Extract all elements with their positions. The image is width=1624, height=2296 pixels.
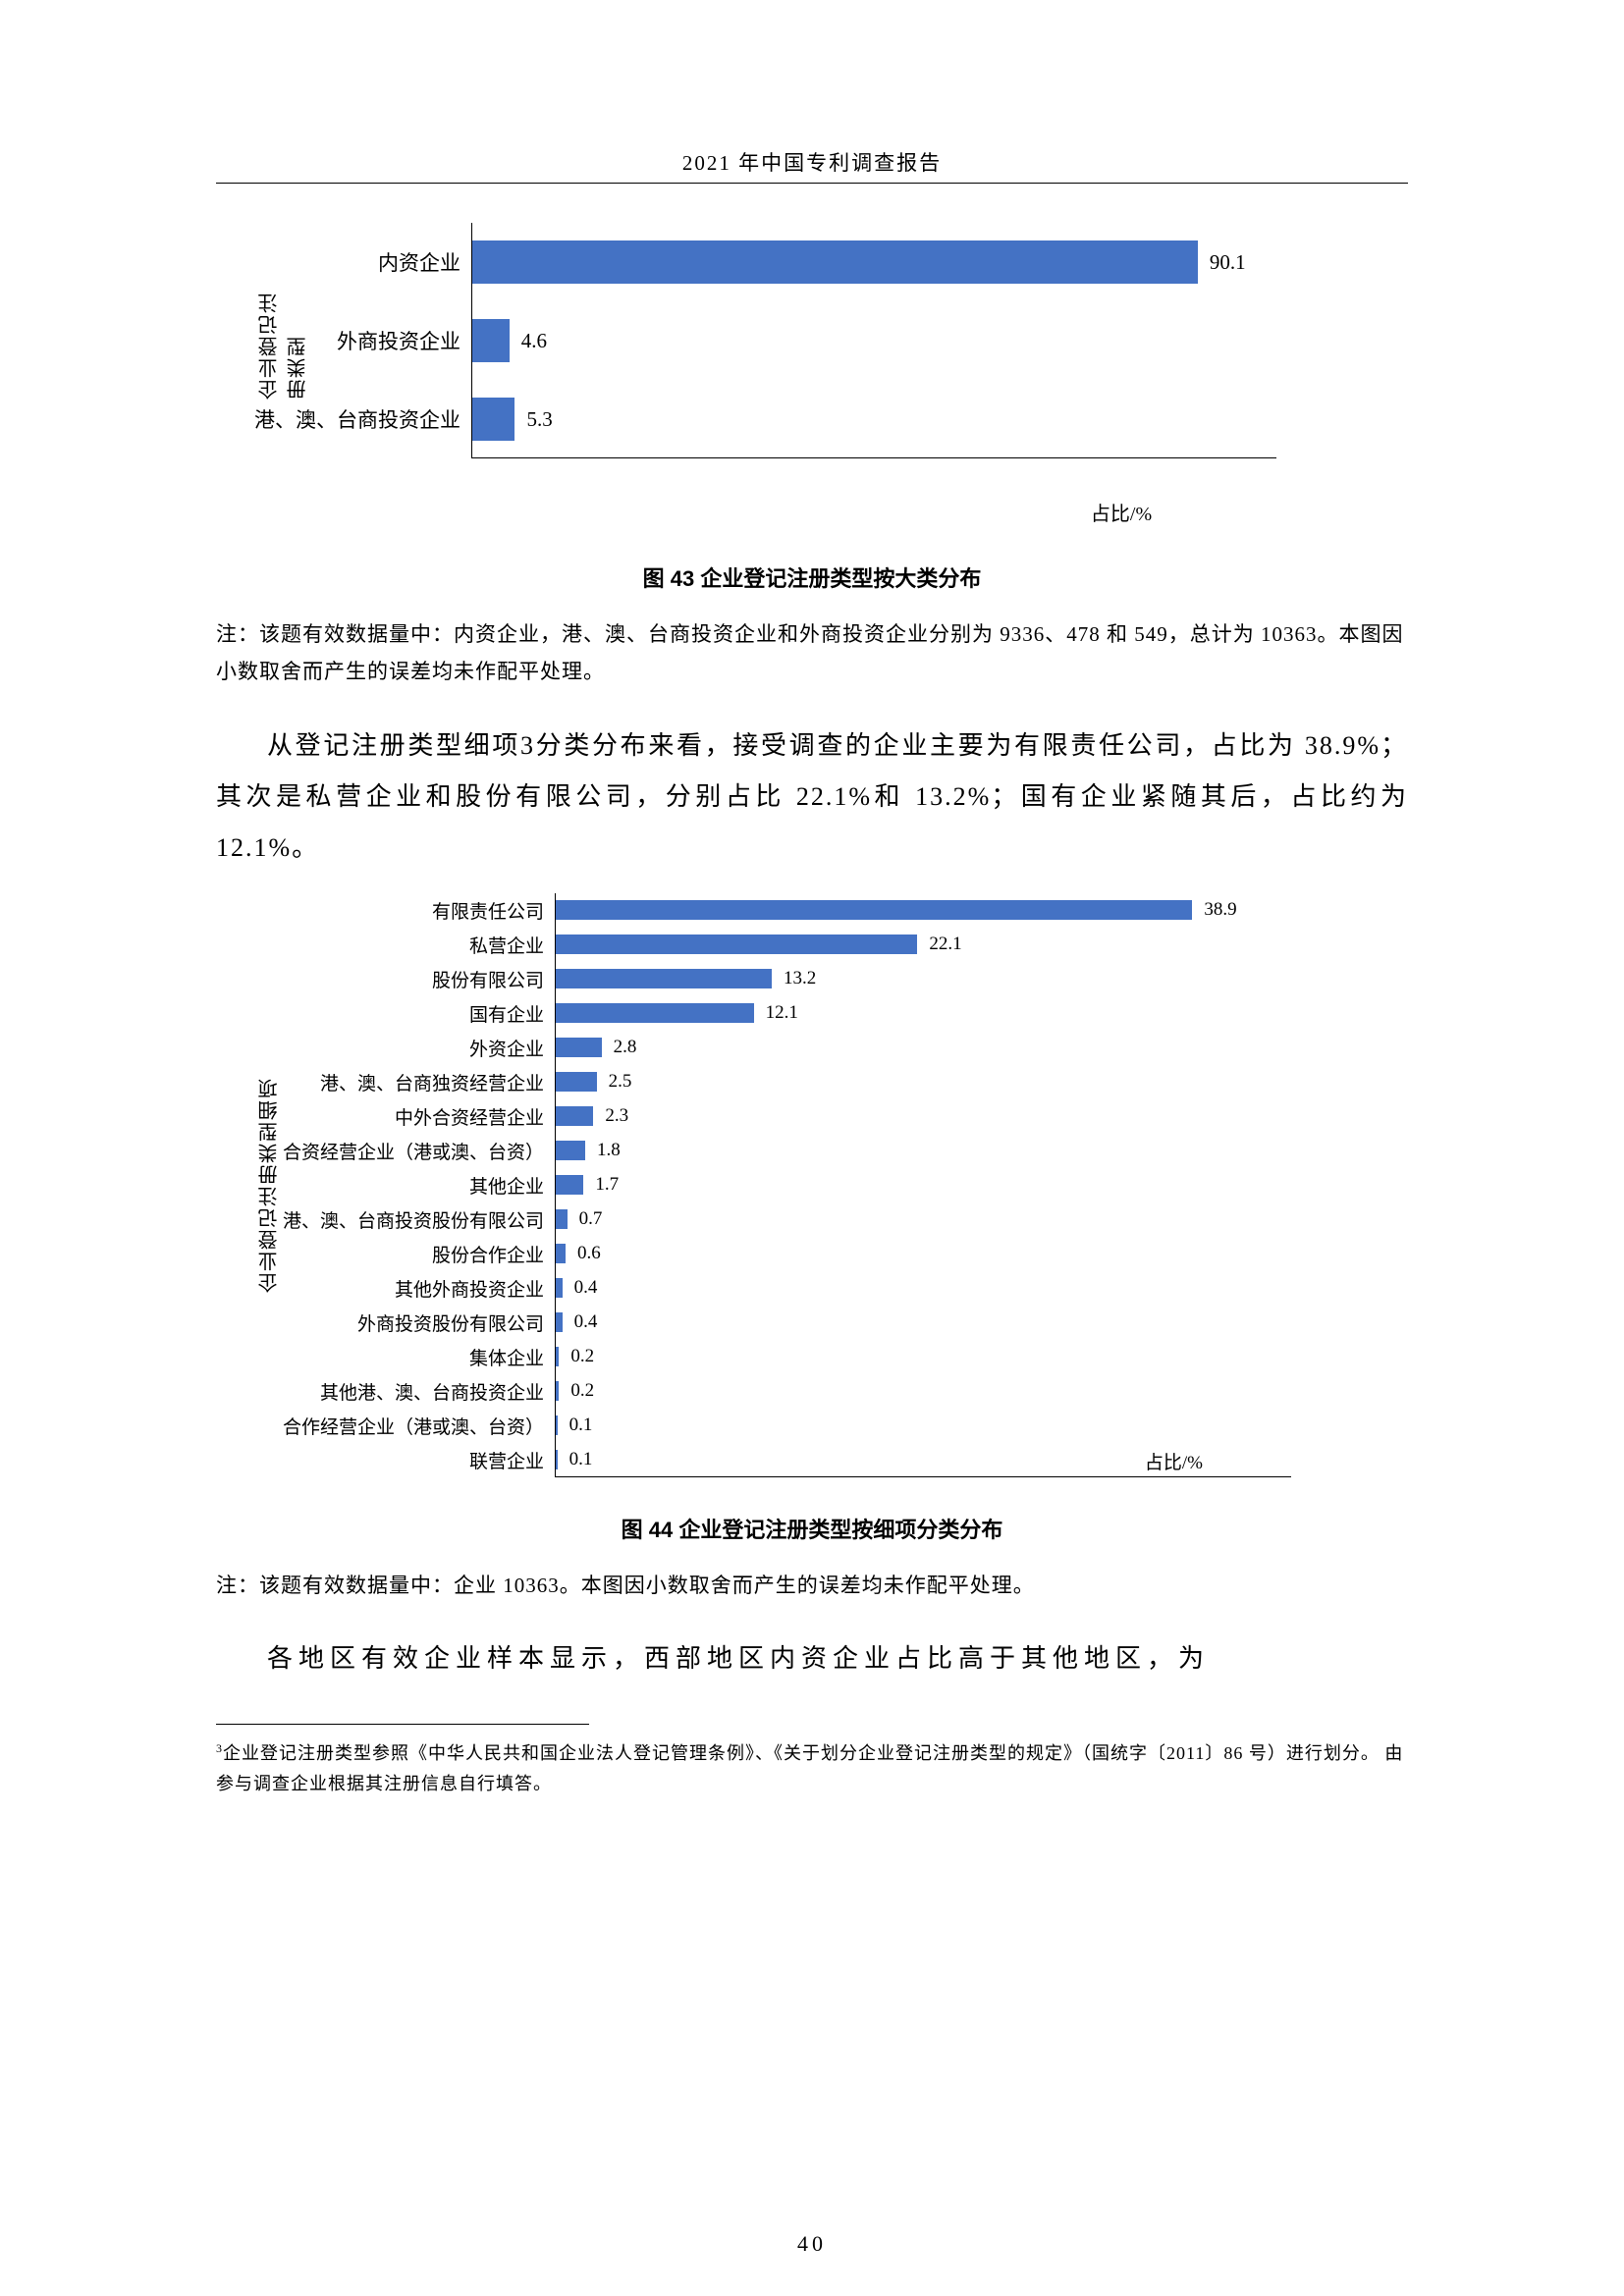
- bar-value: 0.4: [563, 1277, 598, 1299]
- bar-label: 内资企业: [378, 247, 472, 277]
- bar-label: 中外合资经营企业: [395, 1103, 556, 1130]
- bar-value: 2.5: [597, 1071, 632, 1093]
- bar-label: 集体企业: [469, 1344, 556, 1370]
- bar: [556, 969, 772, 988]
- footnote-marker: 3: [216, 1741, 223, 1755]
- running-header: 2021 年中国专利调查报告: [216, 147, 1408, 177]
- bar-value: 1.7: [583, 1174, 619, 1196]
- bar-row: 内资企业90.1: [472, 223, 1276, 301]
- bar-row: 其他企业1.7: [556, 1168, 1291, 1202]
- bar: [556, 934, 917, 953]
- bar-row: 中外合资经营企业2.3: [556, 1099, 1291, 1134]
- bar-label: 股份有限公司: [432, 966, 556, 992]
- bar-row: 国有企业12.1: [556, 996, 1291, 1031]
- bar: [472, 240, 1198, 284]
- bar-value: 0.1: [558, 1449, 593, 1470]
- bar: [556, 1244, 566, 1262]
- bar-label: 国有企业: [469, 1000, 556, 1027]
- chart-44-caption: 图 44 企业登记注册类型按细项分类分布: [216, 1513, 1408, 1544]
- bar-label: 其他企业: [469, 1172, 556, 1199]
- bar-row: 其他外商投资企业0.4: [556, 1271, 1291, 1306]
- bar-value: 12.1: [754, 1002, 798, 1024]
- bar: [556, 1038, 602, 1056]
- bar-value: 0.1: [558, 1415, 593, 1436]
- bar-value: 2.8: [602, 1037, 637, 1058]
- bar-value: 22.1: [917, 934, 961, 955]
- chart-43: 企业登记注册类型 内资企业90.1外商投资企业4.6港、澳、台商投资企业5.3: [216, 223, 1408, 458]
- footnote: 3企业登记注册类型参照《中华人民共和国企业法人登记管理条例》、《关于划分企业登记…: [216, 1738, 1408, 1798]
- bar-row: 外资企业2.8: [556, 1031, 1291, 1065]
- bar-value: 4.6: [510, 329, 547, 353]
- chart44-xaxis-title: 占比/%: [1145, 1448, 1203, 1474]
- page-number: 40: [216, 2231, 1408, 2257]
- bar: [556, 1072, 597, 1091]
- bar-row: 港、澳、台商独资经营企业2.5: [556, 1065, 1291, 1099]
- bar-label: 其他外商投资企业: [395, 1275, 556, 1302]
- bar-label: 联营企业: [469, 1447, 556, 1473]
- bar-label: 其他港、澳、台商投资企业: [320, 1378, 556, 1405]
- bar: [556, 1141, 585, 1159]
- bar-row: 外商投资股份有限公司0.4: [556, 1306, 1291, 1340]
- paragraph-2: 各地区有效企业样本显示，西部地区内资企业占比高于其他地区，为: [216, 1633, 1408, 1684]
- bar-value: 0.2: [559, 1380, 594, 1402]
- bar: [556, 1312, 563, 1331]
- bar-label: 港、澳、台商投资股份有限公司: [283, 1206, 556, 1233]
- bar-value: 5.3: [514, 407, 552, 432]
- bar: [556, 1003, 754, 1022]
- chart44-plot: 有限责任公司38.9私营企业22.1股份有限公司13.2国有企业12.1外资企业…: [555, 893, 1291, 1477]
- bar-row: 股份有限公司13.2: [556, 962, 1291, 996]
- bar-row: 有限责任公司38.9: [556, 893, 1291, 928]
- bar: [556, 1175, 583, 1194]
- bar-row: 港、澳、台商投资企业5.3: [472, 380, 1276, 458]
- bar-value: 38.9: [1192, 899, 1236, 921]
- bar-label: 外商投资股份有限公司: [357, 1309, 556, 1336]
- paragraph-1: 从登记注册类型细项3分类分布来看，接受调查的企业主要为有限责任公司，占比为 38…: [216, 721, 1408, 874]
- bar-row: 股份合作企业0.6: [556, 1237, 1291, 1271]
- bar-label: 私营企业: [469, 932, 556, 958]
- bar-value: 0.2: [559, 1346, 594, 1367]
- bar: [556, 900, 1192, 919]
- bar-value: 90.1: [1198, 250, 1246, 275]
- chart-43-note: 注：该题有效数据量中：内资企业，港、澳、台商投资企业和外商投资企业分别为 933…: [216, 616, 1408, 691]
- chart-43-yaxis-title: 企业登记注册类型: [255, 282, 312, 400]
- bar-value: 0.6: [566, 1243, 601, 1264]
- bar-label: 外资企业: [469, 1035, 556, 1061]
- page: 2021 年中国专利调查报告 企业登记注册类型 内资企业90.1外商投资企业4.…: [216, 147, 1408, 2149]
- bar-label: 港、澳、台商独资经营企业: [320, 1069, 556, 1095]
- chart-44-note: 注：该题有效数据量中：企业 10363。本图因小数取舍而产生的误差均未作配平处理…: [216, 1568, 1408, 1605]
- bar-row: 外商投资企业4.6: [472, 301, 1276, 380]
- bar-label: 股份合作企业: [432, 1241, 556, 1267]
- bar-value: 2.3: [593, 1105, 628, 1127]
- bar: [556, 1278, 563, 1297]
- bar-row: 私营企业22.1: [556, 928, 1291, 962]
- bar: [556, 1106, 593, 1125]
- chart-43-caption: 图 43 企业登记注册类型按大类分布: [216, 561, 1408, 593]
- chart-43-xaxis-title: 占比/%: [216, 498, 1408, 526]
- bar: [556, 1209, 568, 1228]
- bar-label: 合作经营企业（港或澳、台资）: [283, 1413, 556, 1439]
- header-rule: [216, 183, 1408, 184]
- footnote-rule: [216, 1724, 589, 1725]
- bar: [472, 398, 514, 441]
- bar-value: 1.8: [585, 1140, 621, 1161]
- bar-row: 其他港、澳、台商投资企业0.2: [556, 1374, 1291, 1409]
- bar-value: 13.2: [772, 968, 816, 989]
- chart43-plot: 内资企业90.1外商投资企业4.6港、澳、台商投资企业5.3: [471, 223, 1276, 458]
- bar-value: 0.4: [563, 1311, 598, 1333]
- chart-44: 企业登记注册类型细项 有限责任公司38.9私营企业22.1股份有限公司13.2国…: [216, 893, 1408, 1477]
- bar-row: 集体企业0.2: [556, 1340, 1291, 1374]
- bar-label: 有限责任公司: [432, 897, 556, 924]
- chart-44-yaxis-title: 企业登记注册类型细项: [255, 1077, 284, 1293]
- bar-label: 合资经营企业（港或澳、台资）: [283, 1138, 556, 1164]
- bar-row: 合作经营企业（港或澳、台资）0.1: [556, 1409, 1291, 1443]
- bar-label: 港、澳、台商投资企业: [254, 404, 472, 434]
- bar-row: 港、澳、台商投资股份有限公司0.7: [556, 1202, 1291, 1237]
- bar-label: 外商投资企业: [337, 326, 472, 355]
- bar: [472, 319, 510, 362]
- bar-value: 0.7: [568, 1208, 603, 1230]
- footnote-text: 企业登记注册类型参照《中华人民共和国企业法人登记管理条例》、《关于划分企业登记注…: [216, 1743, 1403, 1793]
- bar-row: 合资经营企业（港或澳、台资）1.8: [556, 1134, 1291, 1168]
